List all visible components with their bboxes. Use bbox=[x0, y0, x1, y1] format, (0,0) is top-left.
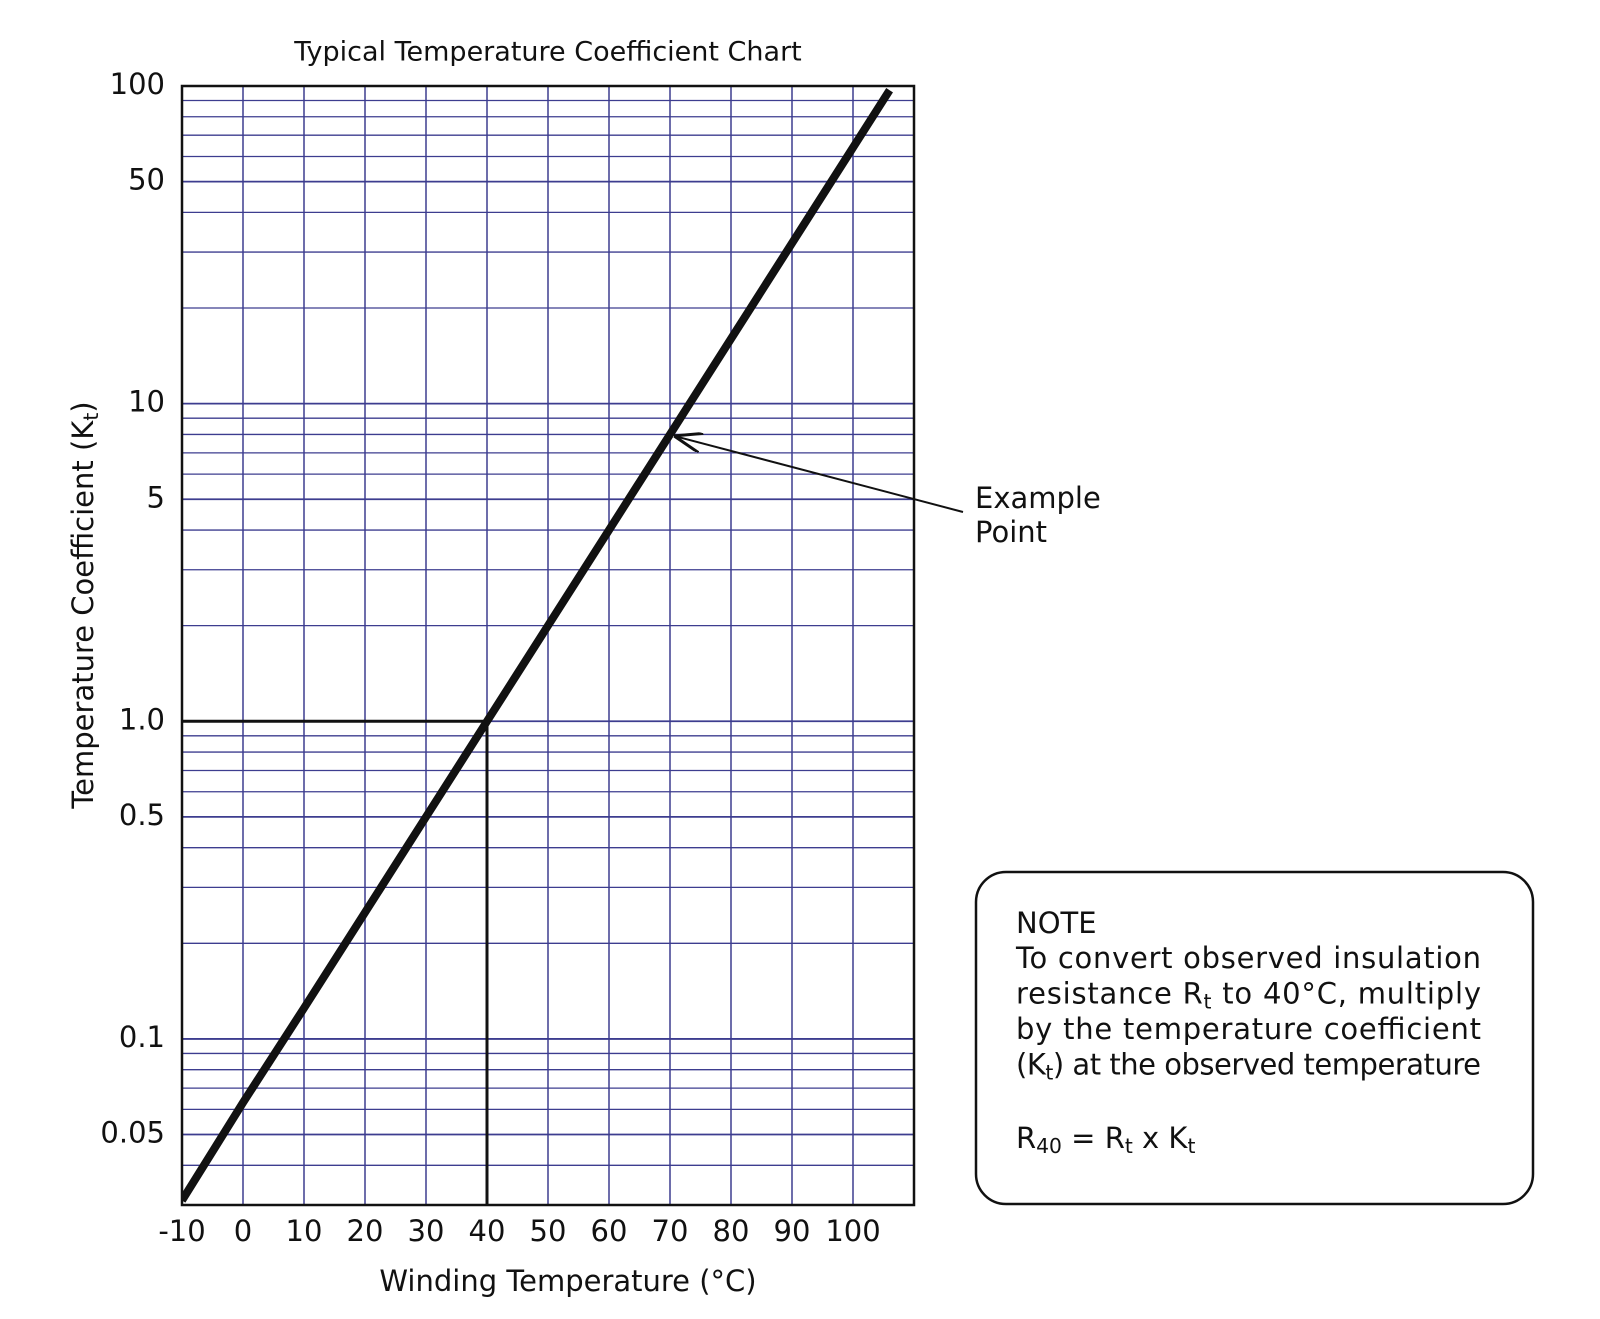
y-tick-label: 10 bbox=[128, 385, 165, 419]
x-tick-label: 40 bbox=[469, 1214, 506, 1248]
text-run: by the temperature coefficient bbox=[1016, 1012, 1481, 1046]
x-tick-label: 70 bbox=[652, 1214, 689, 1248]
x-tick-label: 0 bbox=[234, 1214, 252, 1248]
note-formula: R40 = Rt x Kt bbox=[1016, 1121, 1195, 1158]
subscript: t bbox=[79, 413, 103, 421]
y-tick-label: 0.05 bbox=[100, 1116, 165, 1150]
annotation-arrow bbox=[676, 436, 964, 513]
note-line: by the temperature coefficient bbox=[1016, 1012, 1481, 1046]
subscript: 40 bbox=[1036, 1134, 1062, 1158]
text-run: resistance R bbox=[1016, 977, 1203, 1011]
x-tick-label: 100 bbox=[825, 1214, 880, 1248]
y-tick-label: 100 bbox=[110, 67, 165, 101]
x-tick-label: 80 bbox=[713, 1214, 750, 1248]
data-line bbox=[182, 88, 893, 1203]
text-run: x K bbox=[1133, 1121, 1189, 1155]
y-tick-label: 5 bbox=[147, 480, 165, 514]
text-run: To convert observed insulation bbox=[1015, 941, 1481, 975]
x-axis-title: Winding Temperature (°C) bbox=[379, 1264, 756, 1298]
note-box bbox=[974, 870, 1535, 1206]
text-run: (K bbox=[1016, 1048, 1047, 1082]
note-line: resistance Rt to 40°C, multiply bbox=[1016, 977, 1481, 1014]
chart-title: Typical Temperature Coefficient Chart bbox=[293, 37, 802, 68]
note-title: NOTE bbox=[1016, 906, 1097, 940]
note-line: To convert observed insulation bbox=[1015, 941, 1481, 975]
text-run: ) at the observed temperature bbox=[1053, 1048, 1481, 1082]
y-tick-label: 50 bbox=[128, 163, 165, 197]
subscript: t bbox=[1204, 989, 1212, 1013]
y-tick-label: 1.0 bbox=[119, 702, 165, 736]
x-tick-label: 30 bbox=[408, 1214, 445, 1248]
annotation-text: Example bbox=[975, 481, 1101, 515]
x-tick-label: 10 bbox=[286, 1214, 323, 1248]
x-tick-label: 90 bbox=[774, 1214, 811, 1248]
plot-frame bbox=[180, 84, 916, 1207]
subscript: t bbox=[1045, 1060, 1053, 1084]
y-axis-title: Temperature Coefficient (Kt) bbox=[66, 401, 103, 809]
annotation-text: Point bbox=[975, 515, 1047, 549]
y-tick-label: 0.5 bbox=[119, 798, 165, 832]
text-run: ) bbox=[66, 401, 100, 412]
subscript: t bbox=[1125, 1134, 1133, 1158]
text-run: = R bbox=[1062, 1121, 1125, 1155]
note-line: (Kt) at the observed temperature bbox=[1016, 1048, 1481, 1085]
text-run: to 40°C, multiply bbox=[1212, 977, 1481, 1011]
x-tick-label: 60 bbox=[591, 1214, 628, 1248]
text-run: R bbox=[1016, 1121, 1036, 1155]
y-tick-label: 0.1 bbox=[119, 1020, 165, 1054]
subscript: t bbox=[1187, 1134, 1195, 1158]
x-tick-label: 50 bbox=[530, 1214, 567, 1248]
x-tick-label: -10 bbox=[158, 1214, 205, 1248]
x-tick-label: 20 bbox=[347, 1214, 384, 1248]
text-run: Temperature Coefficient (K bbox=[66, 420, 100, 810]
